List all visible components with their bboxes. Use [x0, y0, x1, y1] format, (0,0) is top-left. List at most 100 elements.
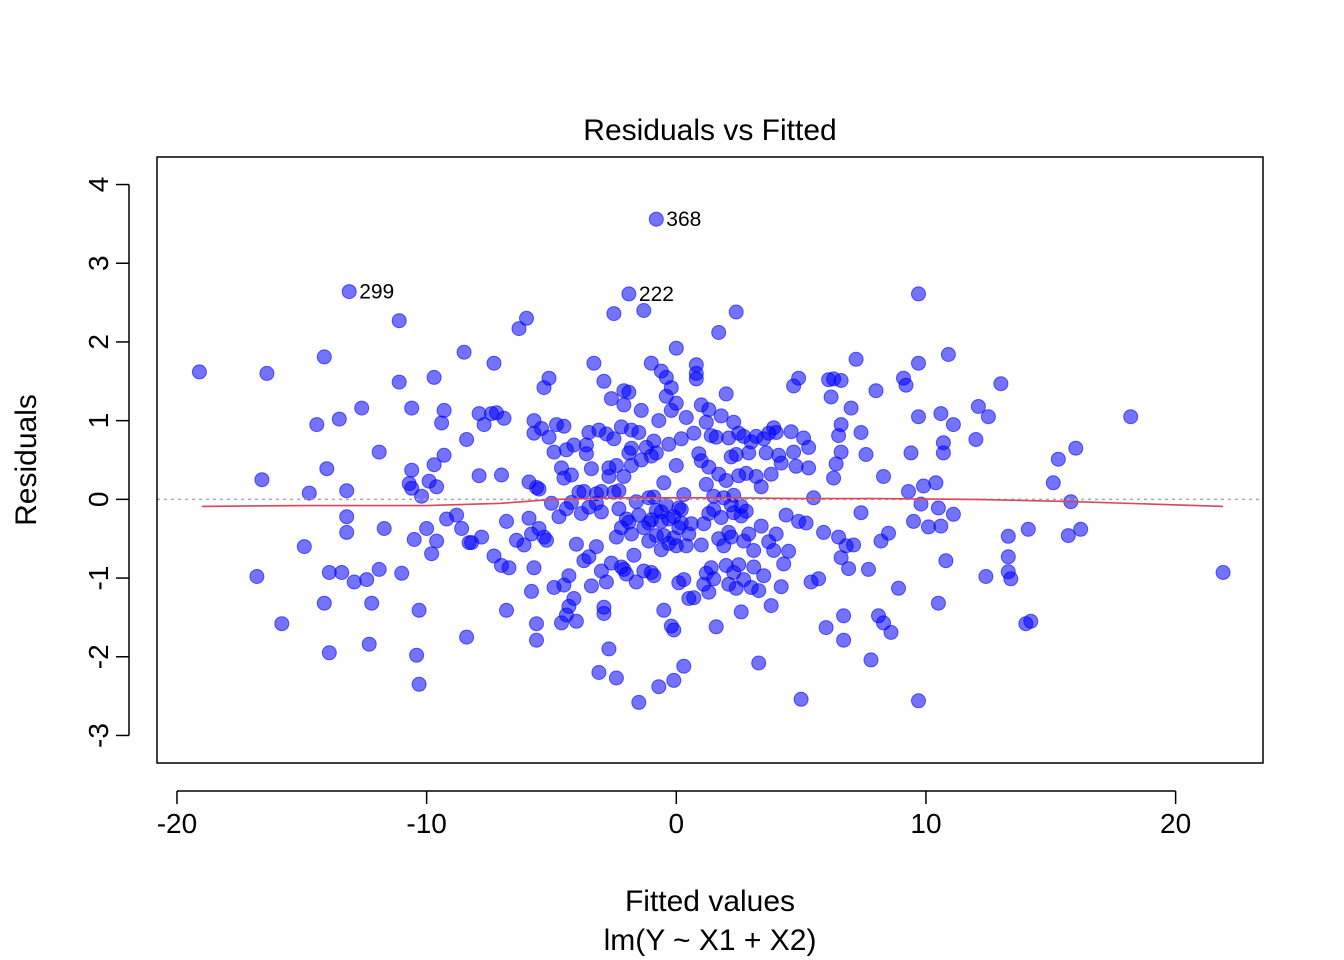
data-point: [666, 622, 682, 638]
data-point: [341, 284, 357, 300]
data-point: [786, 444, 802, 460]
data-point: [411, 602, 427, 618]
data-point: [938, 553, 954, 569]
data-point: [766, 543, 782, 558]
y-tick-label: 3: [83, 255, 114, 271]
data-point: [673, 431, 689, 447]
data-point: [566, 591, 582, 606]
data-point: [930, 500, 946, 516]
y-tick-label: 2: [83, 334, 114, 350]
data-point: [339, 509, 355, 525]
data-point: [541, 370, 557, 386]
data-point: [921, 519, 936, 535]
data-point: [968, 432, 984, 447]
x-tick-label: 10: [910, 808, 941, 839]
data-point: [913, 496, 929, 512]
data-point: [741, 526, 757, 542]
data-point: [364, 595, 380, 611]
data-point: [728, 447, 744, 462]
data-point: [391, 313, 407, 329]
data-point: [791, 370, 807, 386]
data-point: [713, 510, 729, 525]
data-point: [751, 583, 767, 599]
data-point: [316, 595, 332, 611]
data-point: [706, 571, 722, 587]
data-point: [970, 399, 986, 414]
data-point: [940, 347, 956, 362]
data-point: [583, 578, 599, 594]
data-point: [596, 606, 612, 621]
data-point: [531, 481, 547, 497]
data-point: [1045, 475, 1061, 491]
data-point: [668, 340, 684, 356]
y-tick-label: 0: [83, 492, 114, 508]
data-point: [818, 620, 834, 636]
data-point: [454, 521, 470, 536]
data-point: [763, 466, 779, 482]
data-point: [758, 445, 774, 461]
data-point: [686, 590, 702, 606]
data-point: [623, 526, 639, 542]
data-point: [394, 565, 410, 581]
data-point: [883, 624, 899, 640]
y-axis: -3 -2 -1 0 1 2 3 4: [83, 177, 130, 748]
data-point: [778, 507, 794, 523]
data-point: [663, 380, 679, 396]
data-point: [321, 645, 337, 661]
data-point: [646, 489, 662, 505]
data-point: [698, 476, 714, 492]
data-point: [763, 598, 779, 614]
y-tick-label: 1: [83, 413, 114, 429]
data-point: [436, 447, 452, 463]
x-tick-label: -20: [157, 808, 197, 839]
data-point: [911, 355, 926, 371]
data-point: [426, 369, 442, 385]
data-point: [841, 561, 857, 577]
data-point: [404, 462, 420, 478]
data-point: [708, 619, 724, 635]
data-point: [346, 574, 362, 590]
data-point: [678, 410, 694, 425]
data-point: [371, 561, 387, 577]
data-point: [906, 513, 921, 529]
data-point: [733, 604, 749, 620]
data-point: [331, 411, 347, 427]
x-axis: -20 -10 0 10 20: [157, 790, 1191, 839]
data-point: [519, 310, 534, 326]
data-point: [511, 321, 527, 337]
data-point: [524, 583, 539, 599]
data-point: [833, 417, 849, 433]
data-point: [776, 556, 792, 572]
data-point: [798, 515, 814, 531]
data-point: [833, 373, 849, 388]
data-point: [718, 386, 734, 402]
data-point: [616, 469, 632, 484]
data-point: [911, 693, 926, 709]
data-point: [1060, 528, 1076, 544]
data-point: [1023, 613, 1039, 629]
data-point: [598, 574, 614, 590]
data-point: [881, 525, 896, 541]
data-point: [321, 565, 337, 580]
data-point: [898, 377, 914, 393]
data-point: [544, 495, 559, 511]
data-point: [746, 559, 762, 575]
data-point: [391, 374, 407, 390]
data-point: [404, 480, 420, 496]
data-point: [496, 410, 512, 426]
x-tick-label: -10: [406, 808, 446, 839]
data-point: [429, 533, 445, 549]
data-point: [529, 632, 544, 648]
data-point: [863, 652, 879, 668]
data-point: [339, 524, 355, 540]
data-point: [683, 516, 699, 532]
data-point: [673, 502, 689, 518]
data-point: [806, 490, 822, 506]
point-label-222: 222: [639, 283, 674, 306]
data-point: [823, 389, 839, 405]
x-axis-label: Fitted values: [625, 885, 795, 918]
data-point: [868, 383, 884, 399]
data-point: [773, 579, 789, 595]
plot-frame: [156, 156, 1264, 764]
